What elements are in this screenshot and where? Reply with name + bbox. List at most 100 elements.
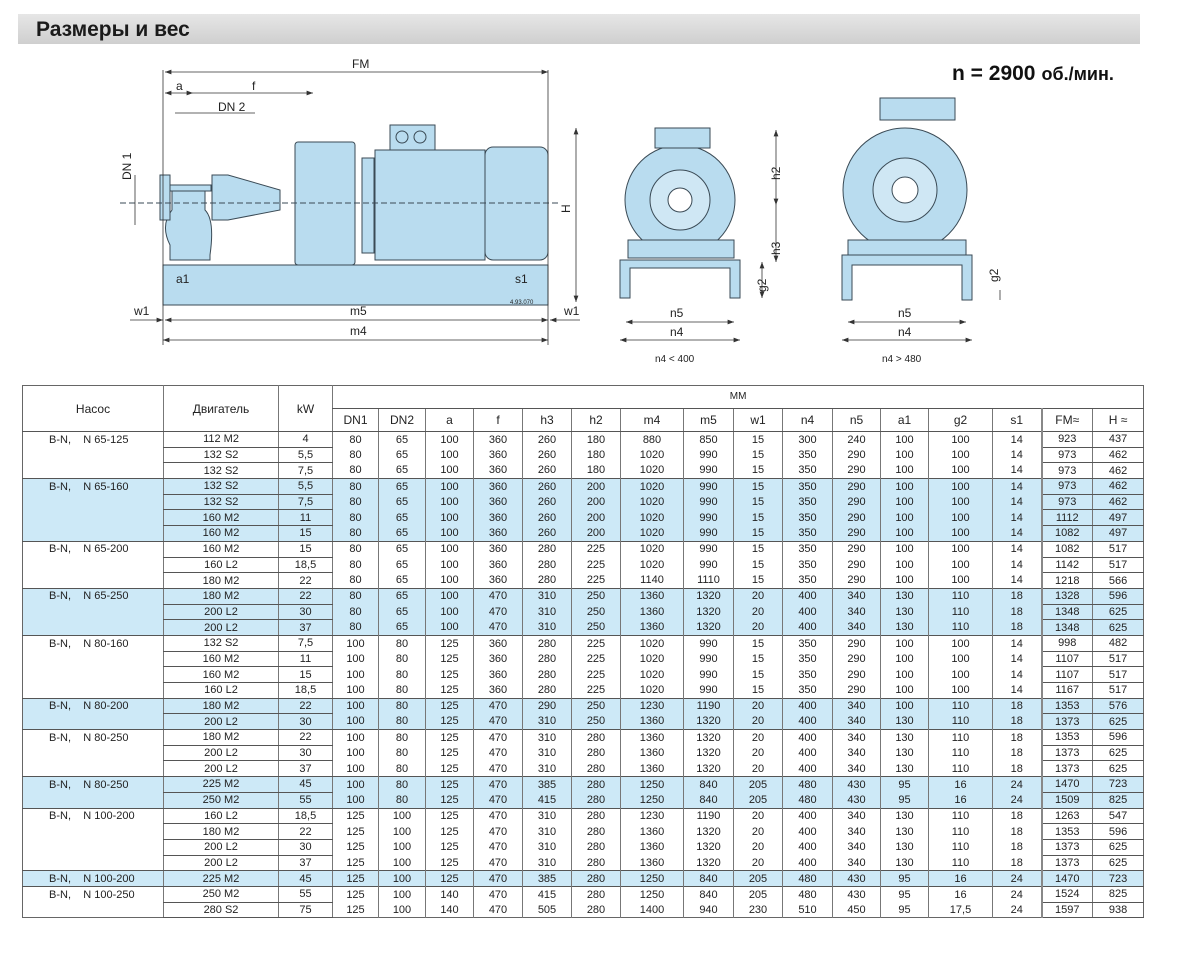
cell-n5: 240 [832,431,881,448]
cell-kw: 11 [278,509,333,527]
cell-h2: 180 [571,447,621,463]
cell-a1: 130 [880,587,929,605]
discharge-flange [165,184,212,192]
cell-kw: 30 [278,745,333,762]
table-row: 200 L2 30 100 80 125 470 310 250 1360 1320 20 400 34… [22,713,1144,731]
cell-a1: 100 [880,666,929,683]
cell-a: 125 [425,760,474,777]
cell-h3: 280 [522,666,572,683]
cell-f: 470 [473,839,523,856]
cell-n4: 350 [782,540,833,557]
cell-m5: 990 [683,447,734,463]
pump-model-empty [23,745,164,761]
cell-n5: 290 [832,540,881,557]
cell-n4: 350 [782,634,833,652]
label-n4-large: n4 [898,325,912,339]
cell-fm: 1524 [1040,885,1093,903]
cell-fm: 1353 [1040,697,1093,715]
cell-m4: 1230 [620,807,684,824]
table-row: B-N, N 100-250 250 M2 55 125 100 140 470 415 280… [22,885,1144,903]
cell-dn2: 65 [378,431,426,448]
cell-a: 100 [425,540,474,557]
cell-h3: 260 [522,525,572,542]
cell-g2: 100 [928,431,993,448]
cell-m5: 990 [683,540,734,557]
cell-a1: 130 [880,823,929,840]
cell-h3: 385 [522,870,572,887]
dimension-drawing: FM a f DN 2 DN 1 H a1 s1 w1 w1 m5 m4 4.9… [120,57,1001,365]
cell-h3: 280 [522,682,572,699]
cell-h2: 225 [571,540,621,557]
cell-h2: 180 [571,462,621,479]
cell-g2: 100 [928,557,993,573]
cell-h: 517 [1091,540,1144,558]
cell-dn1: 100 [332,792,379,808]
cell-n4: 400 [782,855,833,871]
cell-g2: 16 [928,885,993,903]
cell-dn2: 80 [378,666,426,683]
cell-h3: 310 [522,604,572,620]
header-col-7: m5 [683,408,734,432]
cell-g2: 100 [928,478,993,495]
label-m5: m5 [350,304,367,318]
cell-motor: 200 L2 [163,745,279,762]
cell-n4: 400 [782,587,833,605]
cell-dn2: 80 [378,682,426,699]
cell-a1: 130 [880,839,929,856]
cell-w1: 15 [733,509,783,526]
label-w1-right: w1 [563,304,580,318]
cell-m4: 1020 [620,634,684,652]
cell-h3: 310 [522,587,572,605]
cell-dn1: 100 [332,697,379,714]
cell-w1: 205 [733,885,783,903]
cell-a: 125 [425,855,474,871]
table-row: 200 L2 37 125 100 125 470 310 280 1360 1320 20 400 3… [23,855,1144,872]
cell-a: 125 [425,666,474,683]
cell-m5: 990 [683,494,734,510]
cell-h: 462 [1091,447,1144,464]
cell-n5: 340 [832,619,881,636]
cell-dn2: 65 [378,462,426,479]
cell-kw: 22 [278,697,333,715]
cell-g2: 110 [928,619,993,636]
cell-motor: 200 L2 [163,713,279,731]
cell-g2: 100 [928,666,993,683]
cell-dn2: 100 [378,807,426,824]
end-view-large [841,97,973,301]
cell-h3: 505 [522,902,572,918]
cell-motor: 200 L2 [163,604,279,621]
cell-h: 596 [1091,729,1144,746]
cell-m4: 1020 [620,525,684,542]
cell-a: 125 [425,634,474,652]
cell-f: 360 [473,509,523,526]
cell-fm: 1142 [1040,557,1093,574]
cell-f: 360 [473,494,523,510]
cell-n4: 480 [782,870,833,887]
cell-w1: 20 [733,697,783,714]
cell-h: 625 [1091,760,1144,778]
cell-dn1: 125 [332,855,379,871]
cell-n5: 340 [832,729,881,746]
cell-s1: 24 [992,792,1042,808]
header-col-11: a1 [880,408,929,432]
cell-h3: 280 [522,557,572,573]
cell-a1: 100 [880,697,929,714]
cell-g2: 100 [928,447,993,463]
cell-fm: 1167 [1040,682,1093,699]
cell-kw: 22 [278,823,333,840]
cell-dn1: 100 [332,713,379,730]
cell-fm: 1218 [1040,572,1093,589]
cell-a1: 100 [880,494,929,510]
cell-fm: 1373 [1040,839,1093,856]
cell-kw: 45 [278,870,333,887]
cell-m4: 1250 [620,885,684,903]
cell-f: 360 [473,462,523,479]
table-row: B-N, N 80-160 132 S2 7,5 100 80 125 360 280 225 1… [22,634,1144,652]
label-DN1: DN 1 [120,152,134,180]
cell-m5: 990 [683,462,734,479]
cell-h3: 260 [522,509,572,526]
cell-m4: 1140 [620,572,684,589]
cell-h2: 280 [571,855,621,871]
section-title-bar: Размеры и вес [18,14,1140,44]
cell-a1: 95 [880,792,929,808]
